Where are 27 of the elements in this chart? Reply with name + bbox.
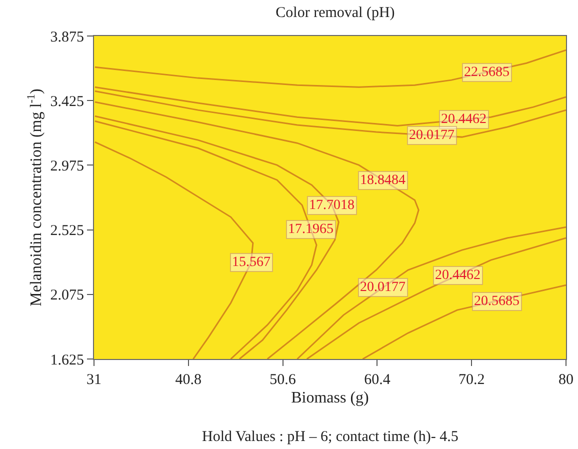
annotation: 22.5685	[464, 65, 510, 80]
chart-title: Color removal (pH)	[276, 5, 395, 22]
y-tick-label: 3.875	[50, 29, 84, 46]
y-tick-label: 1.625	[50, 352, 84, 368]
annotation: 20.0177	[409, 128, 454, 143]
annotation: 20.5685	[474, 294, 520, 309]
y-tick-label: 2.075	[50, 288, 84, 304]
annotation: 20.4462	[435, 268, 480, 283]
y-tick-label: 2.975	[50, 158, 84, 174]
x-tick-label: 60.4	[364, 372, 391, 388]
annotation: 18.8484	[360, 173, 406, 188]
x-tick-label: 80	[558, 372, 574, 388]
x-axis-title: Biomass (g)	[291, 390, 369, 407]
annotation: 17.1965	[288, 222, 334, 237]
line-series	[94, 90, 566, 138]
annotation: 20.0177	[360, 280, 406, 295]
text: Hold Values : pH – 6; contact time (h)- 4.5	[202, 429, 458, 445]
line-series	[94, 49, 566, 88]
annotation: 20.4462	[441, 112, 486, 127]
x-tick-label: 50.6	[270, 372, 296, 388]
x-tick-label: 31	[86, 372, 102, 388]
line-series	[94, 86, 566, 126]
annotation: 17.7018	[309, 198, 354, 213]
y-tick-label: 3.425	[50, 94, 84, 110]
x-tick-label: 70.2	[458, 372, 485, 388]
x-tick-label: 40.8	[175, 372, 202, 388]
y-tick-label: 2.525	[50, 223, 84, 240]
